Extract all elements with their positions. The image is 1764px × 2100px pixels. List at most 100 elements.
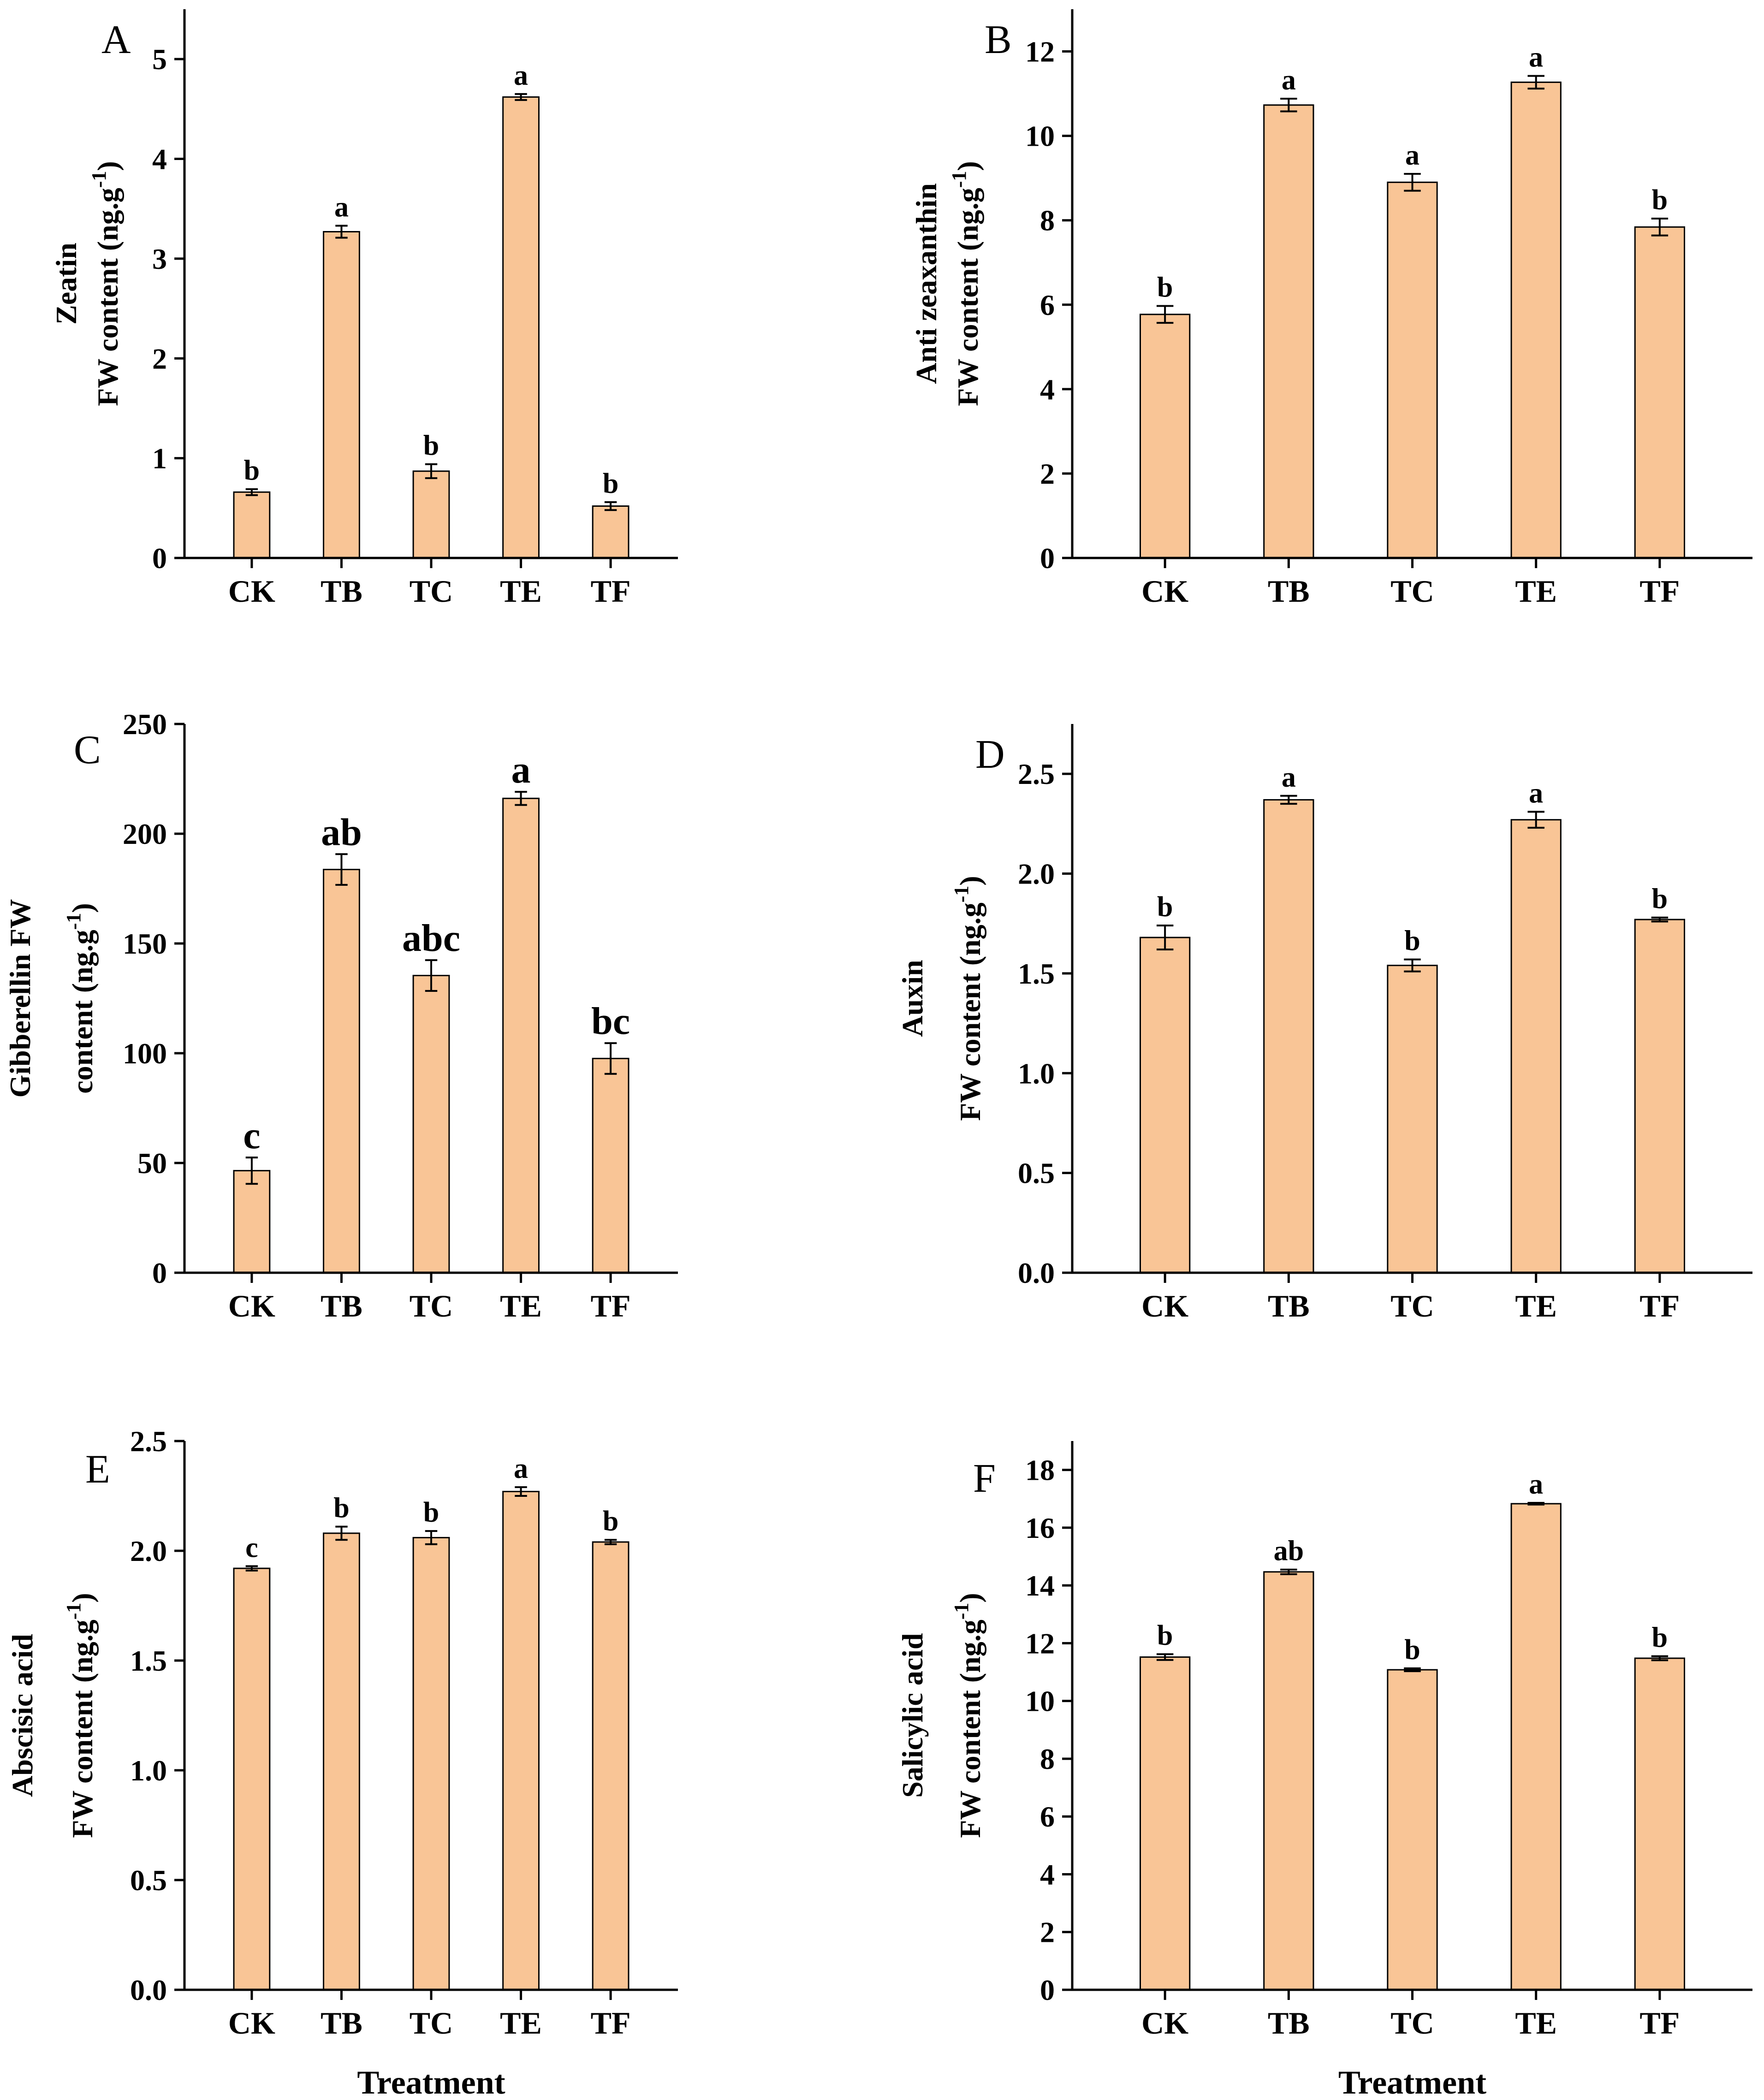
y-axis-label-line-1: Auxin [896,960,929,1037]
error-bar-te [1527,75,1544,90]
y-axis-label-line-1: Abscisic acid [6,1634,39,1797]
bar-tf [1634,226,1686,559]
bar-tc [412,974,450,1274]
bar-te [1510,819,1562,1274]
error-bar-tf [604,501,617,511]
y-tick-label: 1.5 [130,1644,167,1677]
bar-tb [1263,104,1314,559]
y-axis-label-line-2: content (ng.g-1) [62,903,99,1094]
significance-letter: abc [402,917,460,960]
x-tick-label: TE [1515,2005,1557,2041]
x-tick-label: TC [410,574,453,609]
x-tick-label: TB [1268,1288,1310,1323]
bar-tb [323,231,360,559]
x-tick-label: TC [1390,1288,1434,1323]
x-tick-label: TC [410,1288,453,1323]
x-tick-label: CK [1141,574,1188,609]
significance-letter: c [245,1532,258,1563]
bar-ck [1140,314,1191,559]
x-tick-label: TC [410,2005,453,2041]
y-axis-label-line-1: Salicylic acid [896,1633,929,1797]
y-axis-label-line-2: FW content (ng.g-1) [948,161,984,406]
bar-tc [1387,1669,1438,1991]
x-tick-label: TC [1390,2005,1434,2041]
bar-te [502,1490,540,1991]
error-bar-ck [1156,925,1174,950]
significance-letter: b [1652,184,1668,216]
significance-letter: a [1282,65,1296,96]
error-bar-tb [1280,1568,1297,1575]
significance-letter: b [603,1506,618,1537]
significance-letter: b [1404,925,1420,957]
y-tick-label: 3 [152,243,167,275]
significance-letter: b [1157,1620,1173,1651]
y-axis-label-line-1: Anti zeaxanthin [910,183,943,384]
bar-tc [412,470,450,559]
y-tick-label: 0 [1040,1974,1055,2006]
y-tick-label: 2 [1040,457,1055,490]
y-axis-label-line-1: Zeatin [50,243,83,325]
x-tick-label: TB [1268,2005,1310,2041]
bar-tb [323,869,360,1274]
bar-tf [592,1057,630,1274]
y-tick-label: 250 [123,708,167,741]
y-axis-label-line-2: FW content (ng.g-1) [62,1593,99,1838]
significance-letter: b [244,455,260,486]
y-tick-label: 5 [152,43,167,76]
y-tick-label: 1.0 [130,1754,167,1787]
significance-letter: a [514,1453,528,1484]
y-tick-label: 0.5 [130,1864,167,1897]
y-tick-label: 150 [123,927,167,960]
significance-letter: b [1157,891,1173,923]
significance-letter: bc [591,1000,630,1043]
error-bar-te [515,93,527,101]
error-bar-tb [1280,795,1297,805]
y-tick-label: 2 [1040,1916,1055,1949]
y-tick-label: 2.5 [1018,758,1055,790]
error-bar-tb [335,1525,348,1541]
significance-letter: a [511,748,531,791]
panel-d: b CK a TB b TC a TE b TF 0.0 0.5 1.0 1.5 2.0 2.5 Auxin FW… [896,724,1752,1323]
y-tick-label: 1 [152,442,167,475]
significance-letter: a [1529,777,1543,809]
error-bar-tf [1651,218,1669,237]
error-bar-tf [1651,1655,1669,1661]
panel-label: A [101,18,131,62]
x-tick-label: TF [591,2005,631,2041]
y-axis-label-line-2: FW content (ng.g-1) [950,876,986,1121]
error-bar-tc [1404,958,1421,973]
error-bar-te [515,791,527,806]
significance-letter: a [1529,1469,1543,1500]
y-tick-label: 4 [1040,1858,1055,1891]
y-tick-label: 12 [1025,36,1055,68]
y-tick-label: 50 [137,1147,167,1180]
y-tick-label: 6 [1040,289,1055,321]
error-bar-ck [245,1157,258,1185]
bar-ck [233,1170,271,1274]
significance-letter: ab [1274,1536,1304,1567]
y-tick-label: 1.5 [1018,957,1055,990]
significance-letter: b [1404,1634,1420,1666]
x-tick-label: CK [1141,2005,1188,2041]
y-axis-label-line-2: FW content (ng.g-1) [950,1593,986,1838]
x-tick-label: TE [1515,574,1557,609]
y-tick-label: 12 [1025,1627,1055,1660]
bar-tc [1387,181,1438,559]
error-bar-ck [245,488,258,496]
x-tick-label: CK [228,1288,275,1323]
y-tick-label: 4 [152,143,167,176]
significance-letter: a [514,60,528,91]
bar-ck [233,491,271,559]
bar-ck [233,1567,271,1991]
y-tick-label: 1.0 [1018,1057,1055,1090]
bar-tb [1263,799,1314,1274]
error-bar-tc [425,463,438,479]
y-tick-label: 8 [1040,1743,1055,1775]
x-tick-label: TB [321,2005,362,2041]
bar-tc [412,1536,450,1991]
error-bar-tc [1404,173,1421,192]
y-axis-label-line-1: Gibberellin FW [4,899,36,1098]
panel-a: b CK a TB b TC a TE b TF 0 1 2 3 4 5 Zeatin FW content (n… [50,9,678,609]
bar-te [502,797,540,1274]
